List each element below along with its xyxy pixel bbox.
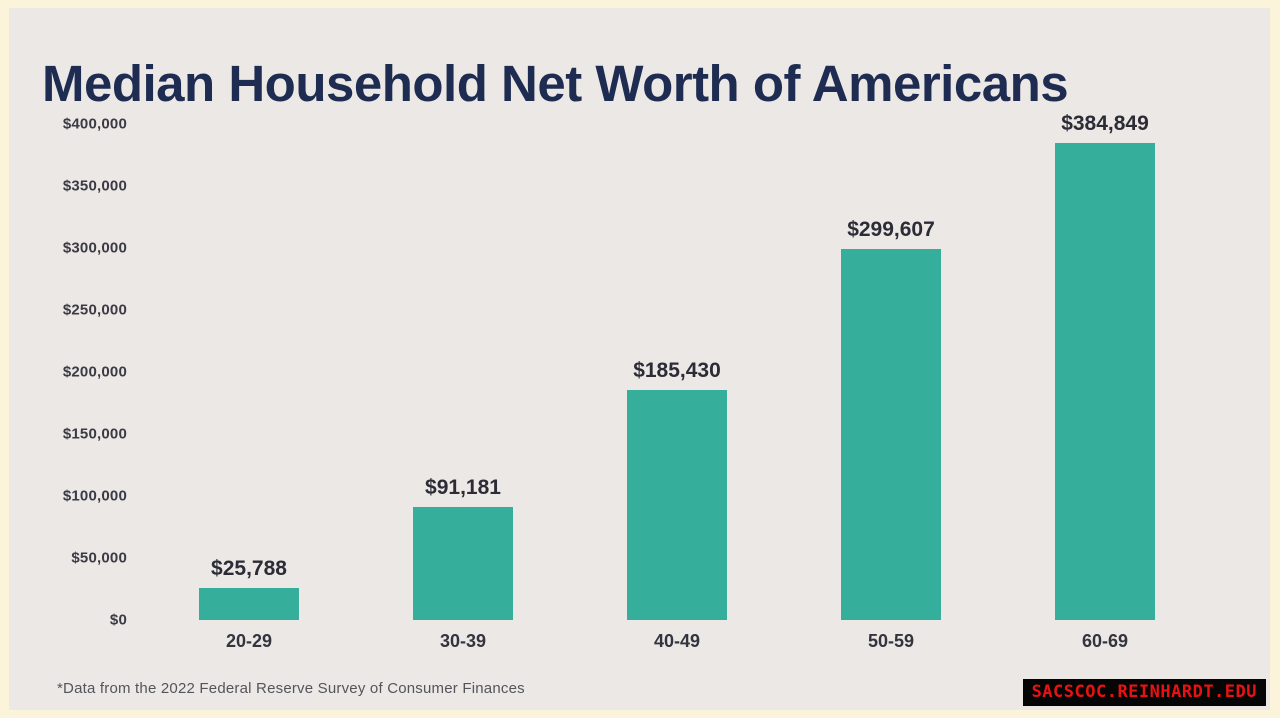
bar-slot: $25,788 20-29 [142,124,356,651]
bar-value-label: $91,181 [425,475,501,499]
y-axis: $0 $50,000 $100,000 $150,000 $200,000 $250,00… [40,116,127,629]
bar [627,390,727,620]
bar-value-label: $384,849 [1061,111,1149,135]
bar-value-label: $185,430 [633,359,721,383]
bar [199,588,299,620]
y-tick-label: $0 [109,611,127,629]
y-tick-label: $200,000 [62,363,127,381]
y-tick-label: $50,000 [71,549,127,567]
bar-slot: $384,849 60-69 [998,112,1212,651]
bar-value-label: $299,607 [847,217,935,241]
y-tick-label: $400,000 [62,115,127,133]
y-tick-label: $100,000 [62,487,127,505]
y-tick-label: $350,000 [62,177,127,195]
bar-slot: $299,607 50-59 [784,124,998,651]
bar-slot: $185,430 40-49 [570,124,784,651]
watermark-badge: SACSCOC.REINHARDT.EDU [1022,679,1266,706]
bar-slot: $91,181 30-39 [356,124,570,651]
y-tick-label: $250,000 [62,301,127,319]
x-tick-label: 30-39 [439,631,487,651]
bar [413,506,513,620]
x-tick-label: 60-69 [1081,631,1129,651]
chart-title: Median Household Net Worth of Americans [42,55,1069,113]
y-tick-label: $300,000 [62,239,127,257]
bar-value-label: $25,788 [211,557,287,581]
y-tick-label: $150,000 [62,425,127,443]
x-tick-label: 40-49 [653,631,701,651]
plot-area: $25,788 20-29 $91,181 30-39 $185,430 40-49 $29… [142,112,1212,651]
data-source-footnote: *Data from the 2022 Federal Reserve Surv… [57,680,525,697]
x-tick-label: 50-59 [867,631,915,651]
bar [1055,142,1155,620]
bar [841,248,941,620]
x-tick-label: 20-29 [225,631,273,651]
